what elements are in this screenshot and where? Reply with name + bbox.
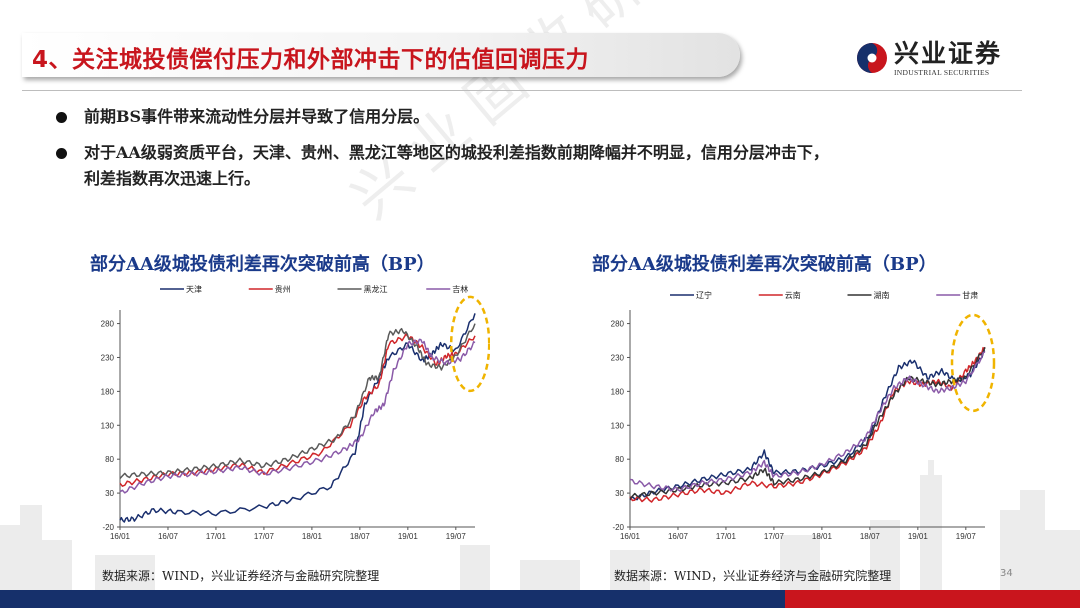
x-tick-label: 19/01 xyxy=(908,532,929,541)
x-tick-label: 18/01 xyxy=(302,532,323,541)
y-tick-label: -20 xyxy=(102,523,114,532)
y-tick-label: 30 xyxy=(615,489,624,498)
bullet-2-line2: 利差指数再次迅速上行。 xyxy=(84,169,261,188)
series-line-吉林 xyxy=(119,338,476,494)
bullet-2-line1: 对于AA级弱资质平台，天津、贵州、黑龙江等地区的城投利差指数前期降幅并不明显，信… xyxy=(84,143,829,162)
x-tick-label: 18/01 xyxy=(812,532,833,541)
x-tick-label: 16/01 xyxy=(110,532,131,541)
x-tick-label: 16/01 xyxy=(620,532,641,541)
legend-label: 吉林 xyxy=(452,284,468,294)
x-tick-label: 19/01 xyxy=(398,532,419,541)
y-tick-label: 80 xyxy=(105,455,114,464)
skyline-decoration xyxy=(0,460,1080,590)
x-tick-label: 17/07 xyxy=(764,532,785,541)
logo-subtitle: INDUSTRIAL SECURITIES xyxy=(894,68,990,77)
legend-label: 云南 xyxy=(785,290,801,300)
x-tick-label: 17/01 xyxy=(716,532,737,541)
series-line-云南 xyxy=(629,346,986,503)
legend-label: 黑龙江 xyxy=(364,284,388,294)
legend-label: 甘肃 xyxy=(962,290,978,300)
x-tick-label: 19/07 xyxy=(956,532,977,541)
legend-label: 辽宁 xyxy=(696,290,712,300)
x-tick-label: 18/07 xyxy=(860,532,881,541)
footer-band-navy xyxy=(0,590,785,608)
y-tick-label: 180 xyxy=(611,387,625,396)
bullet-dot xyxy=(56,112,67,123)
series-line-黑龙江 xyxy=(119,323,476,480)
x-tick-label: 17/07 xyxy=(254,532,275,541)
x-tick-label: 16/07 xyxy=(158,532,179,541)
y-tick-label: 230 xyxy=(611,353,625,362)
logo-name: 兴业证券 xyxy=(894,39,1003,68)
bullet-1-text: 前期BS事件带来流动性分层并导致了信用分层。 xyxy=(84,107,430,126)
y-tick-label: 30 xyxy=(105,489,114,498)
legend-label: 天津 xyxy=(186,284,202,294)
logo-icon xyxy=(857,43,887,73)
chart-left-title: 部分AA级城投债利差再次突破前高（BP） xyxy=(90,254,435,275)
chart-left: -20 30 80 130 180 230 280 16/01 16/07 17/01 17/07 1… xyxy=(101,284,490,541)
highlight-ellipse xyxy=(449,295,490,393)
chart-left-source: 数据来源：WIND，兴业证券经济与金融研究院整理 xyxy=(102,569,380,583)
x-tick-label: 16/07 xyxy=(668,532,689,541)
bullet-1: 前期BS事件带来流动性分层并导致了信用分层。 xyxy=(56,104,429,130)
header-divider xyxy=(22,90,1022,91)
series-line-辽宁 xyxy=(629,350,986,501)
legend-label: 贵州 xyxy=(275,284,291,294)
y-tick-label: 280 xyxy=(611,320,625,329)
y-tick-label: 80 xyxy=(615,455,624,464)
series-line-甘肃 xyxy=(629,351,986,493)
page-number: 34 xyxy=(1000,568,1013,579)
y-tick-label: 180 xyxy=(101,387,115,396)
legend-label: 湖南 xyxy=(874,290,890,300)
chart-right-source: 数据来源：WIND，兴业证券经济与金融研究院整理 xyxy=(614,569,892,583)
title-banner xyxy=(22,33,740,77)
x-tick-label: 17/01 xyxy=(206,532,227,541)
chart-right: -20 30 80 130 180 230 280 16/01 16/07 17/01 17/07 1… xyxy=(611,290,996,541)
y-tick-label: 280 xyxy=(101,320,115,329)
y-tick-label: 130 xyxy=(101,421,115,430)
x-tick-label: 19/07 xyxy=(446,532,467,541)
page-title: 4、关注城投债偿付压力和外部冲击下的估值回调压力 xyxy=(32,47,590,73)
highlight-ellipse xyxy=(950,313,996,413)
y-tick-label: -20 xyxy=(612,523,624,532)
bullet-2: 对于AA级弱资质平台，天津、贵州、黑龙江等地区的城投利差指数前期降幅并不明显，信… xyxy=(56,140,829,192)
x-tick-label: 18/07 xyxy=(350,532,371,541)
chart-right-title: 部分AA级城投债利差再次突破前高（BP） xyxy=(592,254,937,275)
y-tick-label: 130 xyxy=(611,421,625,430)
bullet-dot xyxy=(56,148,67,159)
series-line-湖南 xyxy=(629,347,986,500)
series-line-天津 xyxy=(119,313,476,523)
y-tick-label: 230 xyxy=(101,353,115,362)
